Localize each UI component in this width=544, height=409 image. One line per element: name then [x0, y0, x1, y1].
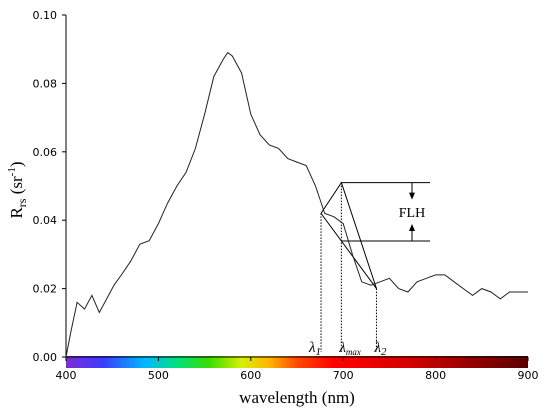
y-tick-label: 0.00 — [33, 351, 58, 364]
lambda-symbol: λ — [308, 340, 316, 356]
x-tick-label: 800 — [425, 369, 446, 382]
reflectance-series-line — [65, 51, 528, 358]
y-axis-title-sub: rs — [15, 198, 29, 207]
lambda-label: λmax — [338, 340, 361, 357]
flh-arrow-up-head — [409, 223, 415, 231]
flh-arrow-down-head — [409, 192, 415, 200]
x-tick-label: 600 — [240, 369, 261, 382]
y-tick-label: 0.02 — [33, 283, 58, 296]
flh-peak-curve — [320, 181, 377, 289]
y-tick-label: 0.06 — [33, 146, 58, 159]
y-tick-label: 0.10 — [33, 9, 58, 22]
flh-label: FLH — [399, 206, 425, 221]
flh-baseline — [320, 213, 377, 289]
y-axis-title-unit-close: ) — [7, 161, 26, 167]
y-axis-title-unit-open: (sr — [7, 176, 26, 199]
x-ticks: 400 500 600 700 800 900 — [56, 357, 539, 382]
x-axis-title: wavelength (nm) — [239, 388, 355, 407]
y-tick-label: 0.04 — [33, 214, 58, 227]
lambda-label: λ2 — [373, 340, 387, 358]
lambda-symbol: λ — [373, 340, 381, 356]
y-tick-label: 0.08 — [33, 77, 58, 90]
x-tick-label: 900 — [518, 369, 539, 382]
lambda-subscript: 1 — [316, 346, 322, 358]
lambda-symbol: λ — [338, 340, 346, 356]
x-tick-label: 500 — [148, 369, 169, 382]
y-axis-title-main: R — [7, 207, 26, 219]
lambda-subscript: max — [346, 347, 361, 357]
x-tick-label: 700 — [333, 369, 354, 382]
x-tick-label: 400 — [56, 369, 77, 382]
y-axis-title: Rrs (sr-1) — [6, 161, 29, 218]
spectrum-colorbar — [66, 356, 528, 368]
y-ticks: 0.00 0.02 0.04 0.06 0.08 0.10 — [33, 9, 66, 364]
y-axis-title-unit-exp: -1 — [6, 167, 18, 176]
lambda-subscript: 2 — [381, 346, 387, 358]
axes — [65, 15, 528, 358]
lambda-label: λ1 — [308, 340, 321, 358]
